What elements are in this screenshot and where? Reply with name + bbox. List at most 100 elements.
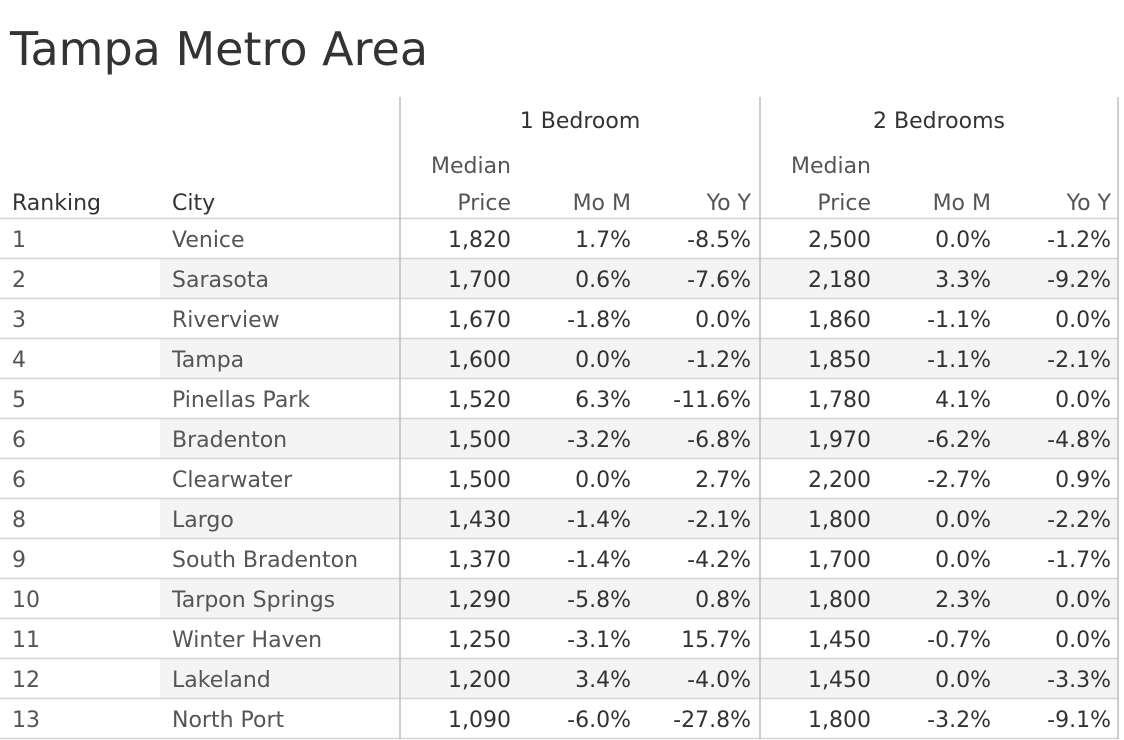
cell-b1-price: 1,500 — [448, 468, 511, 493]
cell-city: Bradenton — [172, 428, 287, 453]
cell-city: Riverview — [172, 308, 280, 333]
cell-b1-yoy: -7.6% — [687, 268, 751, 293]
column-header-yoy: Yo Y — [706, 191, 752, 216]
cell-rank: 8 — [12, 508, 26, 533]
cell-b1-yoy: -4.0% — [687, 668, 751, 693]
cell-b2-mom: -3.2% — [927, 708, 991, 733]
cell-b1-mom: -1.4% — [567, 508, 631, 533]
cell-rank: 10 — [12, 588, 40, 613]
cell-b2-yoy: -4.8% — [1047, 428, 1111, 453]
group-header-1-bedroom: 1 Bedroom — [520, 109, 641, 134]
cell-city: Tarpon Springs — [171, 588, 335, 613]
cell-b2-mom: 3.3% — [935, 268, 991, 293]
cell-b2-mom: 0.0% — [935, 508, 991, 533]
cell-b2-yoy: -9.2% — [1047, 268, 1111, 293]
row-band — [160, 579, 1118, 619]
cell-b1-price: 1,700 — [448, 268, 511, 293]
cell-b2-yoy: 0.0% — [1055, 388, 1111, 413]
column-header-median: Median — [791, 154, 871, 179]
cell-b2-price: 1,700 — [808, 548, 871, 573]
column-header-price: Price — [817, 191, 871, 216]
cell-b1-mom: -1.4% — [567, 548, 631, 573]
cell-b1-yoy: 15.7% — [681, 628, 751, 653]
cell-rank: 12 — [12, 668, 40, 693]
cell-b2-price: 1,860 — [808, 308, 871, 333]
cell-b1-yoy: -4.2% — [687, 548, 751, 573]
cell-b1-price: 1,500 — [448, 428, 511, 453]
page-title: Tampa Metro Area — [10, 22, 429, 76]
cell-city: Winter Haven — [172, 628, 322, 653]
cell-b1-price: 1,600 — [448, 348, 511, 373]
cell-b2-mom: 2.3% — [935, 588, 991, 613]
cell-b2-mom: 0.0% — [935, 668, 991, 693]
cell-b1-yoy: -8.5% — [687, 228, 751, 253]
cell-city: South Bradenton — [172, 548, 358, 573]
cell-b2-mom: -1.1% — [927, 308, 991, 333]
row-band — [160, 419, 1118, 459]
column-header-yoy: Yo Y — [1066, 191, 1112, 216]
cell-b1-price: 1,200 — [448, 668, 511, 693]
cell-b2-price: 2,500 — [808, 228, 871, 253]
cell-b2-price: 1,850 — [808, 348, 871, 373]
cell-rank: 2 — [12, 268, 26, 293]
cell-city: Largo — [172, 508, 234, 533]
cell-b1-price: 1,820 — [448, 228, 511, 253]
cell-rank: 11 — [12, 628, 40, 653]
cell-b1-price: 1,670 — [448, 308, 511, 333]
cell-b2-price: 1,780 — [808, 388, 871, 413]
cell-city: Sarasota — [172, 268, 269, 293]
column-header-mom: Mo M — [933, 191, 991, 216]
cell-b1-yoy: 0.8% — [695, 588, 751, 613]
cell-b2-yoy: -1.7% — [1047, 548, 1111, 573]
cell-b2-price: 1,450 — [808, 628, 871, 653]
cell-b2-price: 1,970 — [808, 428, 871, 453]
column-header-city: City — [172, 191, 215, 216]
cell-b1-price: 1,090 — [448, 708, 511, 733]
cell-b2-yoy: 0.0% — [1055, 588, 1111, 613]
cell-city: Clearwater — [172, 468, 293, 493]
cell-b1-mom: 6.3% — [575, 388, 631, 413]
cell-b2-price: 1,800 — [808, 508, 871, 533]
cell-b2-mom: -1.1% — [927, 348, 991, 373]
cell-b1-mom: 0.6% — [575, 268, 631, 293]
cell-b2-price: 1,800 — [808, 708, 871, 733]
cell-b1-price: 1,370 — [448, 548, 511, 573]
cell-b1-mom: -6.0% — [567, 708, 631, 733]
cell-b2-mom: -6.2% — [927, 428, 991, 453]
cell-rank: 6 — [12, 428, 26, 453]
cell-b1-yoy: -1.2% — [687, 348, 751, 373]
cell-rank: 4 — [12, 348, 26, 373]
cell-b1-mom: 0.0% — [575, 468, 631, 493]
row-band — [160, 659, 1118, 699]
cell-b2-mom: 0.0% — [935, 548, 991, 573]
cell-rank: 6 — [12, 468, 26, 493]
cell-city: North Port — [172, 708, 285, 733]
cell-b2-yoy: 0.0% — [1055, 628, 1111, 653]
row-band — [160, 499, 1118, 539]
cell-b1-mom: -3.2% — [567, 428, 631, 453]
cell-rank: 3 — [12, 308, 26, 333]
column-header-ranking: Ranking — [12, 191, 101, 216]
cell-b2-price: 2,180 — [808, 268, 871, 293]
cell-city: Lakeland — [172, 668, 271, 693]
cell-b1-mom: -5.8% — [567, 588, 631, 613]
cell-b1-mom: 0.0% — [575, 348, 631, 373]
column-header-price: Price — [457, 191, 511, 216]
cell-b2-yoy: -9.1% — [1047, 708, 1111, 733]
cell-b1-yoy: -6.8% — [687, 428, 751, 453]
cell-city: Venice — [172, 228, 245, 253]
cell-b2-price: 2,200 — [808, 468, 871, 493]
cell-b1-yoy: 0.0% — [695, 308, 751, 333]
cell-b1-mom: 3.4% — [575, 668, 631, 693]
cell-b2-mom: -0.7% — [927, 628, 991, 653]
row-band — [160, 339, 1118, 379]
column-header-median: Median — [431, 154, 511, 179]
cell-b1-mom: 1.7% — [575, 228, 631, 253]
cell-b2-yoy: -1.2% — [1047, 228, 1111, 253]
column-header-mom: Mo M — [573, 191, 631, 216]
cell-b2-mom: 0.0% — [935, 228, 991, 253]
cell-rank: 9 — [12, 548, 26, 573]
cell-b2-yoy: -3.3% — [1047, 668, 1111, 693]
cell-b1-price: 1,290 — [448, 588, 511, 613]
